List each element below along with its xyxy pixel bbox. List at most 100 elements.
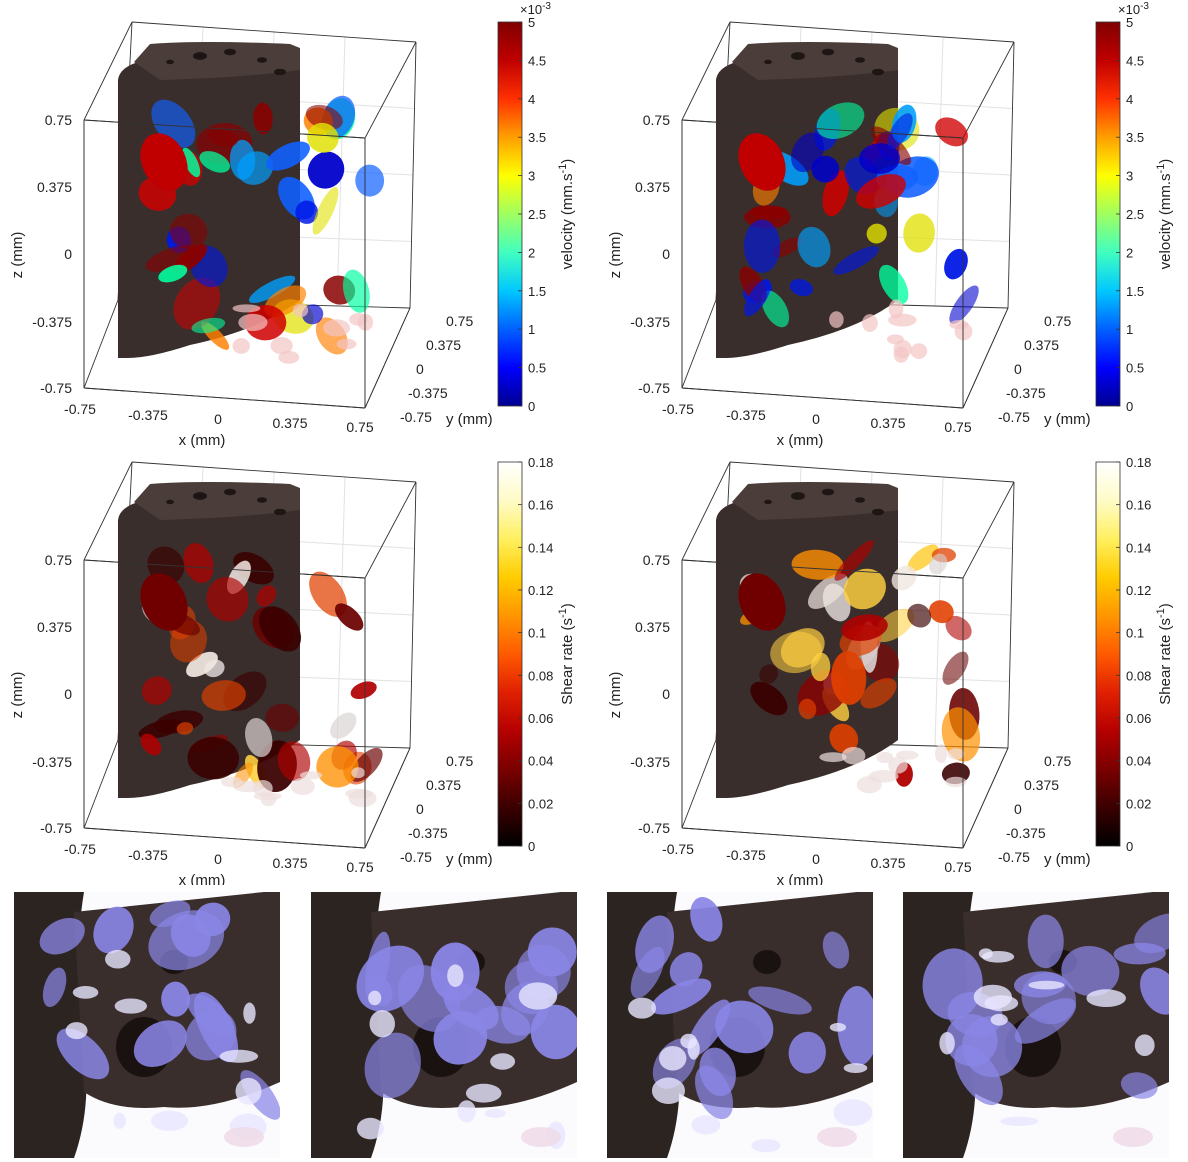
colorbar-tick-label: 1 [1126,322,1133,337]
y-axis-label: y (mm) [1044,411,1091,428]
x-tick-label: -0.75 [662,841,694,857]
z-tick-label: 0 [662,246,670,262]
rendered-scene [14,892,280,1158]
z-tick-label: -0.375 [630,314,670,330]
x-tick-label: 0.375 [870,855,905,871]
render-image-4 [903,892,1169,1158]
colorbar-tick-label: 5 [528,15,535,30]
y-tick-label: -0.375 [408,385,448,401]
velocity-plot-left: -0.75 -0.375 0 0.375 0.75 -0.75 -0.375 0 0.375 0.… [0,0,595,450]
y-tick-label: -0.75 [400,849,432,865]
z-tick-label: -0.375 [32,754,72,770]
colorbar-tick-label: 2.5 [528,207,546,222]
colorbar-tick-label: 4 [1126,92,1133,107]
render-image-1 [14,892,280,1158]
colorbar-tick-label: 0.14 [1126,540,1151,555]
colorbar-tick-label: 0.12 [1126,583,1151,598]
x-axis-label: x (mm) [179,432,226,449]
colorbar: 0 0.5 1 1.5 2 2.5 3 3.5 4 4.5 5 [497,15,546,414]
colorbar-label: velocity (mm.s-1) [1155,159,1174,270]
y-tick-label: -0.375 [1006,825,1046,841]
colorbar-tick-label: 0 [1126,839,1133,854]
colorbar-label: Shear rate (s-1) [1155,603,1174,705]
z-tick-label: 0.375 [37,619,72,635]
z-tick-label: -0.375 [630,754,670,770]
z-tick-label: 0 [64,686,72,702]
colorbar-tick-label: 0.5 [528,361,546,376]
y-tick-label: 0.75 [1044,313,1071,329]
colorbar-multiplier: ×10-3 [1118,1,1149,17]
colorbar-tick-label: 0.16 [528,498,553,513]
colorbar-tick-label: 0.08 [528,668,553,683]
y-axis-label: y (mm) [1044,851,1091,868]
x-tick-label: -0.75 [64,841,96,857]
y-tick-label: 0 [416,361,424,377]
colorbar-tick-label: 0.04 [1126,754,1151,769]
y-tick-label: 0.75 [1044,753,1071,769]
axis-ticks: -0.75 -0.375 0 0.375 0.75 -0.75 -0.375 0 0.375 0.… [630,552,1071,875]
z-tick-label: 0.75 [45,552,72,568]
x-tick-label: -0.375 [726,407,766,423]
shear-plot-left: -0.75 -0.375 0 0.375 0.75 -0.75 -0.375 0 0.375 0.… [0,440,595,889]
x-tick-label: 0.375 [870,415,905,431]
x-tick-label: -0.375 [726,847,766,863]
x-tick-label: 0.75 [944,859,971,875]
fluid-isosurface [138,95,385,364]
colorbar-tick-label: 2.5 [1126,207,1144,222]
y-tick-label: 0.375 [426,337,461,353]
colorbar-tick-label: 4.5 [1126,53,1144,68]
fluid-isosurface [138,543,383,808]
colorbar-tick-label: 0.1 [528,626,546,641]
colorbar-tick-label: 1 [528,322,535,337]
colorbar-tick-label: 0 [528,399,535,414]
colorbar-tick-label: 3 [528,169,535,184]
colorbar-multiplier: ×10-3 [520,1,551,17]
z-axis-label: z (mm) [9,672,26,719]
x-tick-label: 0.375 [272,855,307,871]
z-tick-label: -0.375 [32,314,72,330]
z-axis-label: z (mm) [607,232,624,279]
x-axis-label: x (mm) [777,872,824,885]
y-tick-label: 0.375 [426,777,461,793]
colorbar-tick-label: 0.16 [1126,498,1151,513]
z-axis-label: z (mm) [9,232,26,279]
colorbar-tick-label: 0 [1126,399,1133,414]
x-tick-label: 0 [214,851,222,867]
x-tick-label: 0 [214,411,222,427]
colorbar-tick-label: 0.18 [1126,455,1151,470]
y-tick-label: -0.75 [998,849,1030,865]
y-tick-label: 0.75 [446,313,473,329]
rendered-scene [607,892,873,1158]
colorbar-tick-label: 3.5 [528,130,546,145]
z-tick-label: 0.75 [643,112,670,128]
x-tick-label: -0.375 [128,407,168,423]
z-tick-label: 0.75 [643,552,670,568]
x-tick-label: 0.75 [944,419,971,435]
colorbar-tick-label: 0.02 [528,796,553,811]
x-tick-label: 0.75 [346,859,373,875]
colorbar-tick-label: 1.5 [1126,284,1144,299]
z-tick-label: 0.75 [45,112,72,128]
z-tick-label: 0.375 [37,179,72,195]
y-tick-label: 0 [416,801,424,817]
colorbar-tick-label: 0.12 [528,583,553,598]
colorbar-tick-label: 3.5 [1126,130,1144,145]
z-tick-label: 0.375 [635,619,670,635]
z-axis-label: z (mm) [607,672,624,719]
colorbar-tick-label: 2 [528,245,535,260]
colorbar: 0 0.02 0.04 0.06 0.08 0.1 0.12 0.14 0.16 0.18 [497,455,553,854]
colorbar-tick-label: 0.06 [528,711,553,726]
rendered-scene [903,892,1169,1158]
x-tick-label: -0.75 [64,401,96,417]
colorbar-label: Shear rate (s-1) [557,603,576,705]
colorbar-tick-label: 0.14 [528,540,553,555]
colorbar-tick-label: 0.02 [1126,796,1151,811]
velocity-plot-right: -0.75 -0.375 0 0.375 0.75 -0.75 -0.375 0 0.375 0.… [598,0,1188,450]
z-tick-label: 0 [662,686,670,702]
x-tick-label: 0 [812,851,820,867]
y-tick-label: -0.375 [1006,385,1046,401]
z-tick-label: 0 [64,246,72,262]
y-tick-label: 0 [1014,801,1022,817]
y-axis-label: y (mm) [446,411,493,428]
